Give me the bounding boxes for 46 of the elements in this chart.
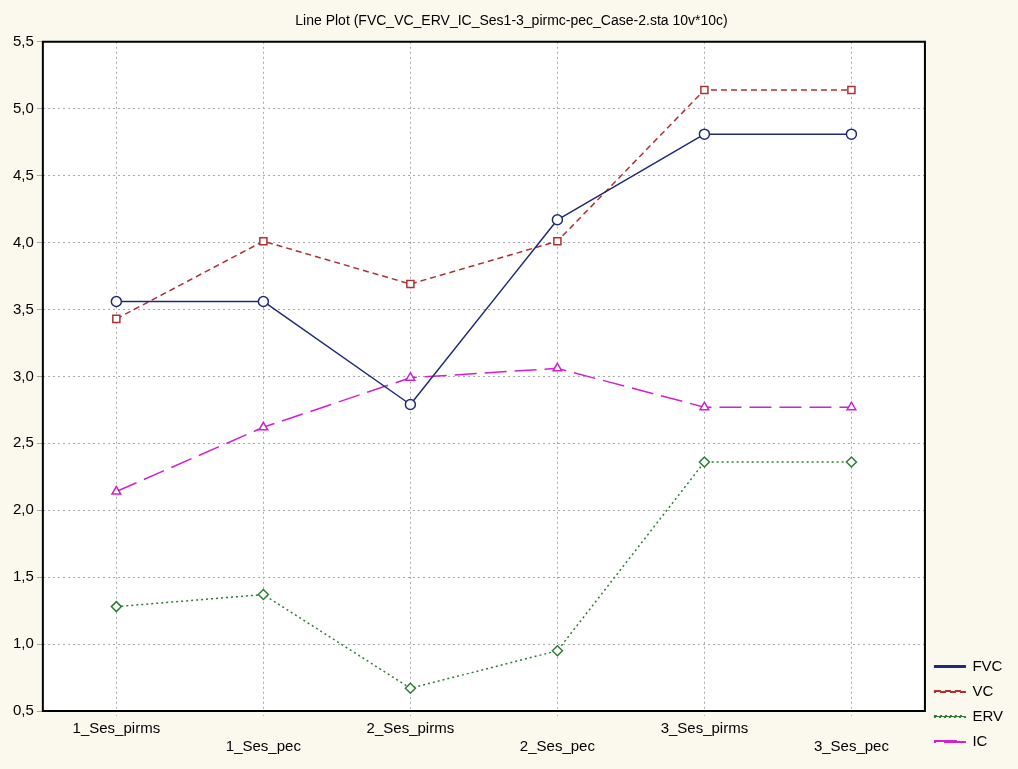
y-tick-label: 2,0	[12, 500, 34, 518]
legend-label: VC	[972, 681, 994, 699]
y-tick-label: 1,5	[12, 567, 34, 585]
y-tick-label: 5,0	[12, 98, 34, 116]
point	[845, 128, 858, 140]
point	[551, 214, 564, 226]
x-tick-label: 3_Ses_pec	[813, 737, 890, 755]
point	[698, 128, 711, 140]
y-tick-label: 3,0	[12, 366, 34, 384]
point	[845, 456, 858, 468]
point	[112, 314, 121, 324]
chart-title: Line Plot (FVC_VC_ERV_IC_Ses1-3_pirmc-pec_Case-2.sta 10v*10c)	[295, 12, 728, 29]
x-tick-label: 3_Ses_pirms	[660, 719, 749, 737]
y-tick-label: 1,0	[12, 634, 34, 652]
point	[553, 236, 562, 246]
point	[846, 401, 857, 411]
x-tick-label: 2_Ses_pirms	[366, 719, 455, 737]
x-tick-label: 1_Ses_pec	[225, 737, 302, 755]
x-tick-label: 2_Ses_pec	[519, 737, 596, 755]
point	[110, 600, 123, 613]
y-tick-label: 2,5	[12, 433, 34, 451]
point	[404, 398, 417, 411]
point	[406, 279, 415, 289]
legend-label: ERV	[972, 706, 1004, 724]
point	[699, 401, 710, 411]
point	[552, 362, 563, 372]
point	[405, 371, 416, 381]
point	[258, 421, 269, 431]
point	[847, 85, 856, 95]
y-tick-label: 5,5	[12, 31, 34, 49]
y-tick-label: 3,5	[12, 299, 34, 317]
point	[259, 236, 268, 246]
legend-label: IC	[972, 731, 988, 749]
point	[110, 295, 123, 308]
x-tick-label: 1_Ses_pirms	[72, 719, 161, 737]
point	[111, 485, 122, 495]
point	[698, 456, 711, 468]
point	[257, 295, 270, 308]
y-tick-label: 4,0	[12, 232, 34, 250]
y-tick-label: 4,5	[12, 165, 34, 183]
point	[700, 85, 709, 95]
point	[404, 682, 417, 694]
point	[257, 588, 270, 601]
y-tick-label: 0,5	[12, 701, 34, 719]
legend-label: FVC	[972, 656, 1003, 674]
point	[551, 645, 564, 657]
